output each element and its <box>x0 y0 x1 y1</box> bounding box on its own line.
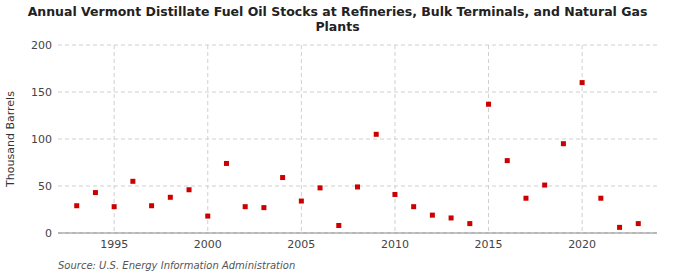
x-grid-line <box>207 45 208 233</box>
point <box>430 213 435 218</box>
point <box>74 203 79 208</box>
source: Source: U.S. Energy Information Administ… <box>58 260 295 271</box>
point <box>299 199 304 204</box>
point <box>636 221 641 226</box>
point <box>93 190 98 195</box>
point <box>523 196 528 201</box>
point <box>112 204 117 209</box>
x-grid-line <box>394 45 395 233</box>
point <box>542 183 547 188</box>
point <box>168 195 173 200</box>
point <box>205 214 210 219</box>
point <box>486 102 491 107</box>
y-tick-label: 100 <box>31 133 52 146</box>
y-tick-label: 200 <box>31 39 52 52</box>
y-grid-line <box>58 92 657 93</box>
x-tick-label: 2000 <box>194 238 222 251</box>
title: Annual Vermont Distillate Fuel Oil Stock… <box>28 4 648 34</box>
point <box>224 161 229 166</box>
y-tick-label: 150 <box>31 86 52 99</box>
y-tick-label: 0 <box>45 227 52 240</box>
y-grid-line <box>58 45 657 46</box>
y-axis-label: Thousand Barrels <box>4 91 17 188</box>
point <box>355 184 360 189</box>
x-grid-line <box>488 45 489 233</box>
x-grid-line <box>582 45 583 233</box>
point <box>318 185 323 190</box>
x-tick-label: 2015 <box>475 238 503 251</box>
point <box>149 203 154 208</box>
point <box>261 205 266 210</box>
y-tick-label: 50 <box>38 180 52 193</box>
y-grid-line <box>58 139 657 140</box>
point <box>187 187 192 192</box>
x-tick-label: 2020 <box>568 238 596 251</box>
chart: Annual Vermont Distillate Fuel Oil Stock… <box>0 0 675 275</box>
point <box>617 225 622 230</box>
title-line: Plants <box>315 19 359 34</box>
title-line: Annual Vermont Distillate Fuel Oil Stock… <box>28 4 648 19</box>
point <box>505 158 510 163</box>
point <box>598 196 603 201</box>
point <box>580 80 585 85</box>
y-grid-line <box>58 233 657 234</box>
points <box>74 80 641 230</box>
grid <box>58 45 657 233</box>
x-tick-label: 2005 <box>287 238 315 251</box>
point <box>449 215 454 220</box>
point <box>243 204 248 209</box>
point <box>130 179 135 184</box>
point <box>561 141 566 146</box>
point <box>336 223 341 228</box>
point <box>392 192 397 197</box>
point <box>411 204 416 209</box>
x-tick-label: 2010 <box>381 238 409 251</box>
point <box>467 221 472 226</box>
x-tick-label: 1995 <box>100 238 128 251</box>
x-grid-line <box>301 45 302 233</box>
point <box>374 132 379 137</box>
point <box>280 175 285 180</box>
x-axis-line <box>58 233 657 234</box>
